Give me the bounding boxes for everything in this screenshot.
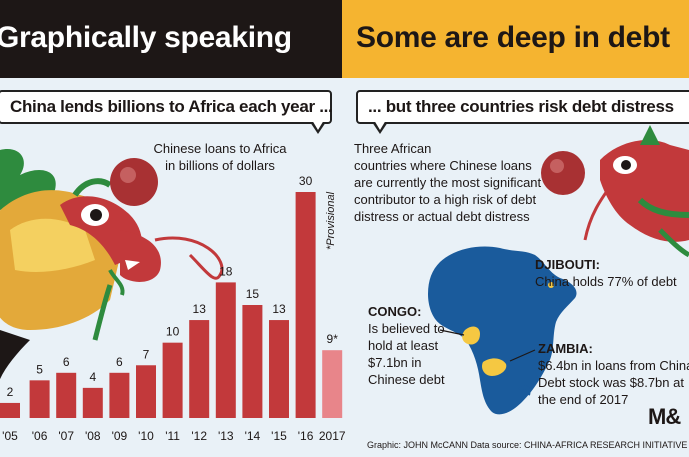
country-detail: Debt stock was $8.7bn at: [538, 375, 684, 390]
bar-value-label: 13: [272, 302, 286, 316]
bar-value-label: 15: [246, 287, 260, 301]
bar: [82, 387, 103, 418]
description-line: contributor to a high risk of debt: [354, 192, 537, 207]
country-zambia: ZAMBIA: $6.4bn in loans from China. Debt…: [538, 340, 689, 408]
bar-value-label: 7: [143, 347, 150, 361]
speech-bubble-right: ... but three countries risk debt distre…: [356, 90, 689, 124]
bar-value-label: 5: [36, 362, 43, 376]
bar: [56, 372, 77, 418]
country-detail: the end of 2017: [538, 392, 629, 407]
bar: [109, 372, 130, 418]
header-right: Some are deep in debt: [342, 0, 689, 78]
category-label: '09: [112, 429, 128, 443]
category-label: '13: [218, 429, 234, 443]
bar: [162, 342, 183, 418]
djibouti-highlight: [548, 282, 554, 288]
bubble-left-text: China lends billions to Africa each year…: [10, 97, 333, 116]
description-line: Three African: [354, 141, 432, 156]
bar: [295, 192, 316, 418]
bar: [189, 320, 210, 418]
provisional-note: *Provisional: [325, 191, 337, 250]
bar: [136, 365, 156, 418]
africa-map: [428, 246, 577, 415]
zambia-highlight: [482, 358, 507, 376]
category-label: '10: [138, 429, 154, 443]
speech-bubble-left: China lends billions to Africa each year…: [0, 90, 333, 124]
debt-description: Three African countries where Chinese lo…: [354, 140, 541, 225]
header-left-title: Graphically speaking: [0, 21, 292, 54]
country-djibouti: DJIBOUTI: China holds 77% of debt: [535, 256, 677, 290]
chart-title-line: in billions of dollars: [165, 158, 275, 173]
category-label: '12: [191, 429, 207, 443]
bar: [269, 320, 289, 418]
bubble-right-text: ... but three countries risk debt distre…: [368, 97, 674, 116]
country-detail: $6.4bn in loans from China.: [538, 358, 689, 373]
chart-title: Chinese loans to Africa in billions of d…: [150, 140, 290, 174]
category-label: '08: [85, 429, 101, 443]
category-label: '14: [245, 429, 261, 443]
bar-value-label: 13: [193, 302, 207, 316]
dragon-left-icon: [0, 149, 224, 457]
bar-value-label: 9*: [327, 332, 339, 346]
dragon-right-icon: [541, 125, 689, 258]
header-left: Graphically speaking: [0, 0, 342, 78]
description-line: distress or actual debt distress: [354, 209, 530, 224]
category-label: '07: [58, 429, 74, 443]
country-name: CONGO:: [368, 304, 422, 319]
bar-value-label: 6: [63, 355, 70, 369]
congo-highlight: [462, 326, 480, 345]
bar: [215, 282, 236, 418]
description-line: are currently the most significant: [354, 175, 542, 190]
country-congo: CONGO: Is believed to hold at least $7.1…: [368, 303, 445, 388]
country-name: ZAMBIA:: [538, 341, 593, 356]
country-name: DJIBOUTI:: [535, 257, 600, 272]
country-detail: hold at least: [368, 338, 439, 353]
category-label: '16: [298, 429, 314, 443]
country-detail: Chinese debt: [368, 372, 445, 387]
bar-value-label: 6: [116, 355, 123, 369]
country-detail: $7.1bn in: [368, 355, 422, 370]
header-right-title: Some are deep in debt: [356, 21, 670, 54]
bubble-right-tail: [372, 120, 388, 134]
bar: [322, 350, 343, 418]
country-detail: China holds 77% of debt: [535, 274, 677, 289]
bar: [242, 305, 263, 418]
category-label: 2017: [319, 429, 346, 443]
bubble-left-tail: [310, 120, 326, 134]
category-label: '06: [32, 429, 48, 443]
category-label: '05: [2, 429, 18, 443]
category-label: '11: [165, 429, 180, 443]
bar-value-label: 18: [219, 264, 233, 278]
bar: [29, 380, 50, 418]
bar-chart: 2 '05 5 '06 6 '07 4 '08 6 '09 7 '10 10 '11 13 '12 18 '13 1…: [0, 174, 346, 443]
bar-value-label: 4: [89, 370, 96, 384]
country-detail: Is believed to: [368, 321, 445, 336]
publisher-logo: M&: [648, 404, 681, 429]
description-line: countries where Chinese loans: [354, 158, 532, 173]
credits: Graphic: JOHN McCANN Data source: CHINA-…: [367, 440, 689, 450]
bar: [0, 402, 20, 418]
chart-title-line: Chinese loans to Africa: [153, 141, 287, 156]
category-label: '15: [271, 429, 287, 443]
bar-value-label: 2: [7, 385, 14, 399]
bar-value-label: 10: [166, 325, 180, 339]
bar-value-label: 30: [299, 174, 313, 188]
